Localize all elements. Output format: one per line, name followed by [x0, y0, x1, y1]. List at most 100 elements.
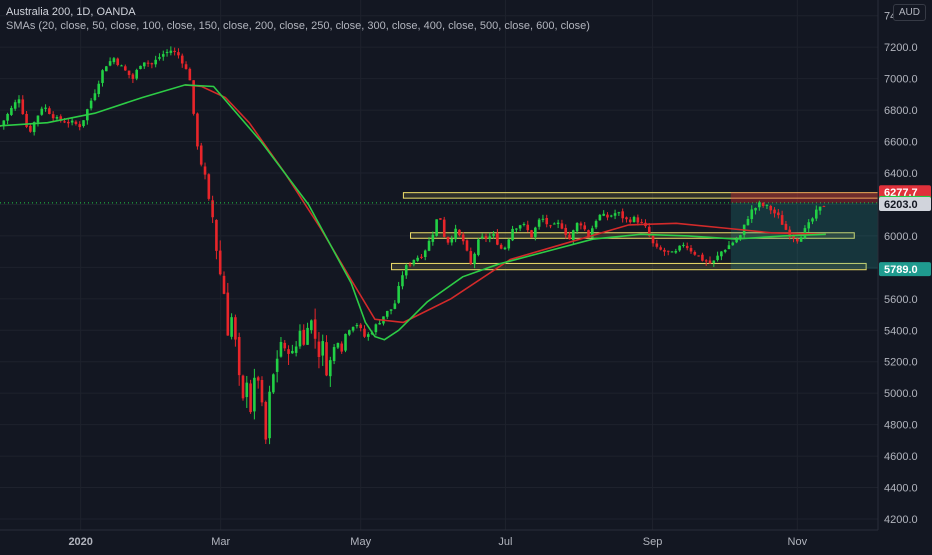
candle-body: [807, 222, 811, 229]
candle-body: [165, 51, 169, 54]
candle-body: [594, 221, 598, 228]
candle-body: [655, 243, 659, 247]
candle-body: [526, 224, 530, 231]
candle-body: [731, 242, 735, 246]
candle-body: [583, 225, 587, 230]
candle-body: [21, 99, 25, 115]
x-tick-label: Jul: [498, 536, 512, 548]
candle-body: [723, 250, 727, 252]
candle-body: [10, 107, 13, 115]
candle-body: [180, 55, 184, 64]
candle-body: [344, 333, 347, 351]
candle-body: [40, 108, 44, 115]
y-tick-label: 6000.0: [884, 231, 918, 243]
candle-body: [142, 62, 146, 67]
candle-body: [294, 346, 298, 353]
candle-body: [761, 202, 765, 206]
candle-body: [306, 327, 309, 345]
candle-body: [218, 250, 222, 275]
y-tick-label: 6800.0: [884, 105, 918, 117]
candle-body: [260, 379, 264, 403]
candle-body: [708, 260, 712, 264]
candle-body: [385, 310, 389, 317]
candle-body: [651, 235, 655, 244]
candle-body: [139, 65, 142, 70]
candle-body: [36, 115, 40, 123]
candle-body: [598, 214, 602, 221]
candle-body: [613, 213, 617, 216]
candle-body: [268, 391, 271, 439]
y-tick-label: 7000.0: [884, 74, 918, 86]
candle-body: [484, 236, 488, 239]
x-tick-label: Nov: [788, 536, 808, 548]
candle-body: [374, 324, 378, 333]
candle-body: [291, 350, 294, 354]
price-label-text: 6203.0: [884, 199, 918, 211]
candle-body: [245, 382, 249, 398]
candle-body: [659, 247, 662, 250]
candle-body: [499, 244, 503, 249]
candle-body: [188, 68, 192, 81]
candle-body: [784, 223, 788, 230]
candle-body: [2, 120, 6, 126]
candle-body: [697, 255, 700, 257]
candle-body: [29, 125, 32, 132]
candle-body: [758, 202, 761, 208]
candle-body: [310, 320, 313, 331]
candle-body: [754, 207, 757, 211]
candle-body: [70, 120, 74, 123]
candle-body: [241, 375, 245, 399]
candle-body: [450, 238, 454, 243]
candle-body: [518, 225, 522, 229]
candle-body: [196, 113, 199, 147]
candle-body: [123, 66, 127, 71]
candle-body: [112, 58, 116, 63]
candle-body: [701, 254, 704, 261]
candle-body: [636, 217, 640, 223]
y-tick-label: 7200.0: [884, 42, 918, 54]
candle-body: [435, 219, 438, 236]
candle-body: [590, 228, 594, 238]
candle-body: [431, 234, 435, 242]
candle-body: [461, 234, 465, 242]
candle-body: [560, 223, 564, 229]
candle-body: [120, 65, 123, 67]
candle-body: [264, 401, 268, 440]
candle-body: [253, 377, 256, 412]
candle-body: [492, 234, 495, 236]
price-label-entry: [879, 196, 931, 211]
currency-badge[interactable]: AUD: [892, 4, 926, 21]
candle-body: [340, 343, 344, 352]
candle-body: [351, 326, 355, 331]
candle-body: [511, 228, 514, 241]
price-label-text: 5789.0: [884, 264, 918, 276]
candle-body: [359, 324, 362, 329]
candle-body: [507, 239, 511, 249]
candle-body: [283, 342, 287, 349]
candle-body: [469, 251, 473, 264]
candle-body: [366, 334, 370, 337]
candle-body: [226, 292, 230, 336]
candle-body: [275, 358, 279, 372]
candle-body: [716, 255, 719, 261]
candle-body: [579, 223, 583, 226]
candle-body: [97, 83, 101, 95]
candle-body: [108, 61, 112, 66]
candle-body: [48, 108, 51, 114]
indicator-legend[interactable]: SMAs (20, close, 50, close, 100, close, …: [6, 20, 590, 32]
candle-body: [465, 240, 469, 251]
candle-body: [131, 74, 135, 79]
candle-body: [454, 228, 457, 240]
candle-body: [556, 222, 560, 225]
candle-body: [93, 93, 97, 101]
candle-body: [682, 244, 685, 246]
candle-body: [735, 239, 738, 243]
price-label-target: [879, 262, 931, 277]
price-zone: [391, 262, 867, 271]
candle-body: [74, 121, 78, 124]
candle-body: [606, 214, 609, 218]
candle-body: [298, 330, 302, 347]
candle-body: [82, 120, 85, 127]
